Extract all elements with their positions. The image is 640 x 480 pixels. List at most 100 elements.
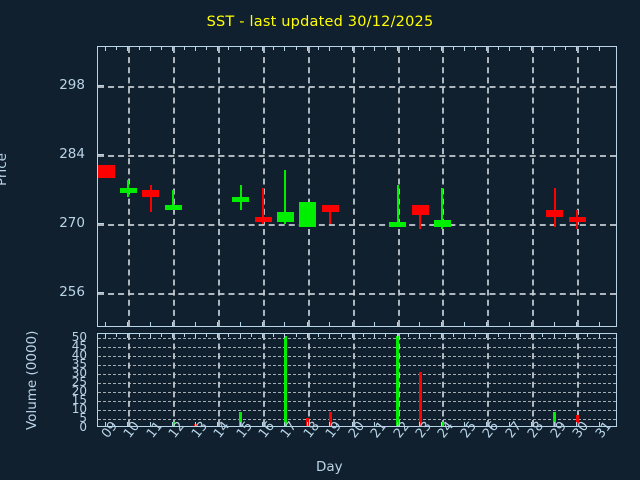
- price-bottom-tick-mark: [598, 322, 600, 327]
- price-top-tick-mark: [531, 46, 533, 51]
- volume-minor-tick-mark: [362, 333, 364, 337]
- volume-plot-area: [97, 333, 617, 427]
- price-minor-tick-mark: [475, 46, 477, 50]
- volume-axis-tick-label: 5: [79, 410, 87, 425]
- price-bottom-tick-mark: [531, 322, 533, 327]
- candlestick: [411, 47, 429, 326]
- volume-vertical-gridline: [577, 334, 580, 426]
- candlestick-body: [546, 209, 564, 218]
- volume-bar: [575, 415, 579, 426]
- candlestick-wick: [239, 185, 242, 210]
- candlestick-body: [232, 197, 250, 203]
- volume-bar: [171, 422, 175, 426]
- volume-axis-title: Volume (0000): [24, 330, 40, 430]
- candlestick-body: [276, 212, 294, 222]
- candlestick-body: [568, 217, 586, 223]
- volume-horizontal-gridline: [98, 409, 616, 411]
- price-minor-tick-mark: [542, 46, 544, 50]
- volume-vertical-gridline: [487, 334, 490, 426]
- price-bottom-tick-mark: [217, 322, 219, 327]
- price-top-tick-mark: [374, 46, 376, 51]
- price-bottom-tick-mark: [284, 322, 286, 327]
- volume-top-tick-mark: [306, 333, 308, 338]
- candlestick-wick: [149, 185, 152, 213]
- volume-vertical-gridline: [173, 334, 176, 426]
- price-bottom-tick-mark: [486, 322, 488, 327]
- candlestick: [254, 47, 272, 326]
- candlestick: [119, 47, 137, 326]
- price-vertical-gridline: [263, 47, 266, 326]
- price-top-tick-mark: [463, 46, 465, 51]
- candlestick-body: [119, 187, 137, 193]
- price-axis-tick-label: 270: [59, 215, 85, 232]
- candlestick: [389, 47, 407, 326]
- price-top-tick-mark: [351, 46, 353, 51]
- price-top-tick-mark: [239, 46, 241, 51]
- candlestick-body: [299, 202, 317, 227]
- volume-bar: [239, 412, 243, 426]
- volume-top-tick-mark: [419, 333, 421, 338]
- volume-bar: [283, 335, 287, 426]
- volume-horizontal-gridline: [98, 346, 616, 348]
- candlestick-wick: [396, 185, 399, 225]
- volume-top-tick-mark: [463, 333, 465, 338]
- candlestick: [276, 47, 294, 326]
- price-horizontal-gridline: [98, 155, 616, 158]
- price-top-tick-mark: [217, 46, 219, 51]
- volume-vertical-gridline: [218, 334, 221, 426]
- volume-horizontal-gridline: [98, 355, 616, 357]
- volume-bottom-tick-mark: [508, 422, 510, 427]
- price-horizontal-gridline: [98, 293, 616, 296]
- price-vertical-gridline: [173, 47, 176, 326]
- price-bottom-tick-mark: [105, 322, 106, 327]
- volume-top-tick-mark: [127, 333, 129, 338]
- volume-bar: [440, 422, 444, 426]
- price-minor-tick-mark: [362, 46, 364, 50]
- volume-top-tick-mark: [531, 333, 533, 338]
- volume-top-tick-mark: [576, 333, 578, 338]
- volume-axis-tick-label: 50: [71, 329, 87, 344]
- volume-minor-tick-mark: [475, 333, 477, 337]
- price-top-tick-mark: [127, 46, 129, 51]
- price-vertical-gridline: [487, 47, 490, 326]
- price-vertical-gridline: [397, 47, 400, 326]
- volume-minor-tick-mark: [183, 333, 185, 337]
- price-axis-tick-mark: [97, 223, 104, 225]
- volume-axis-tick-label: 10: [71, 401, 87, 416]
- price-minor-tick-mark: [452, 46, 454, 50]
- price-horizontal-gridline: [98, 224, 616, 227]
- volume-axis-tick-label: 15: [71, 392, 87, 407]
- price-bottom-tick-mark: [262, 322, 264, 327]
- price-top-tick-mark: [149, 46, 151, 51]
- volume-minor-tick-mark: [161, 333, 163, 337]
- volume-minor-tick-mark: [205, 333, 207, 337]
- price-top-tick-mark: [396, 46, 398, 51]
- volume-vertical-gridline: [442, 334, 445, 426]
- volume-bottom-tick-mark: [172, 422, 174, 427]
- candlestick: [433, 47, 451, 326]
- price-top-tick-mark: [553, 46, 555, 51]
- volume-bottom-tick-mark: [576, 422, 578, 427]
- candlestick-body: [433, 219, 451, 227]
- volume-bar: [418, 371, 422, 426]
- volume-axis-tick-label: 30: [71, 365, 87, 380]
- price-minor-tick-mark: [273, 46, 275, 50]
- price-minor-tick-mark: [116, 46, 118, 50]
- price-axis-title: Price: [0, 153, 10, 186]
- candlestick-body: [389, 222, 407, 227]
- price-top-tick-mark: [441, 46, 443, 51]
- candlestick-body: [254, 217, 272, 223]
- price-vertical-gridline: [352, 47, 355, 326]
- price-bottom-tick-mark: [172, 322, 174, 327]
- volume-minor-tick-mark: [295, 333, 297, 337]
- volume-bottom-tick-mark: [105, 422, 106, 427]
- volume-top-tick-mark: [553, 333, 555, 338]
- volume-minor-tick-mark: [520, 333, 521, 337]
- volume-minor-tick-mark: [430, 333, 432, 337]
- volume-vertical-gridline: [263, 334, 266, 426]
- price-bottom-tick-mark: [127, 322, 129, 327]
- candlestick: [98, 47, 115, 326]
- volume-top-tick-mark: [486, 333, 488, 338]
- volume-bottom-tick-mark: [598, 422, 600, 427]
